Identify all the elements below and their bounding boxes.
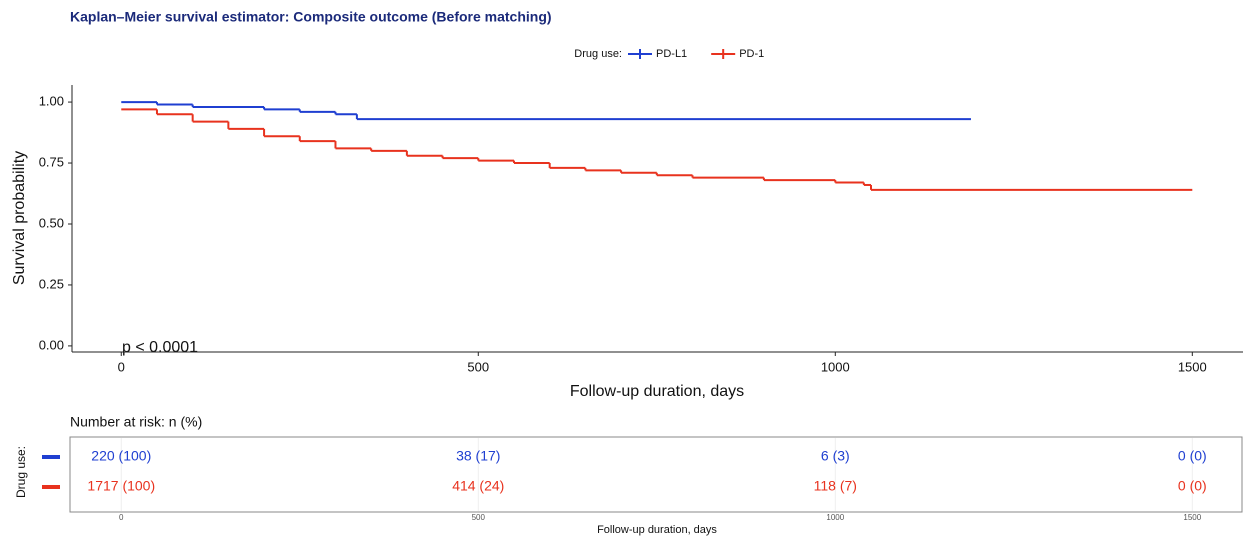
y-tick-label: 0.50 (39, 215, 64, 230)
y-axis-title: Survival probability (11, 151, 28, 285)
risk-box (69, 436, 1243, 513)
x-tick-label: 1500 (1178, 359, 1207, 374)
y-tick-label: 0.25 (39, 276, 64, 291)
risk-x-title: Follow-up duration, days (597, 524, 717, 536)
x-tick-label: 500 (467, 359, 489, 374)
risk-title: Number at risk: n (%) (70, 414, 202, 430)
risk-x-tick-label: 1000 (826, 513, 844, 522)
x-axis-title: Follow-up duration, days (570, 383, 744, 400)
x-tick-label: 1000 (821, 359, 850, 374)
risk-count: 0 (0) (1178, 448, 1207, 464)
x-tick-label: 0 (118, 359, 125, 374)
risk-count: 118 (7) (814, 478, 857, 494)
risk-count: 0 (0) (1178, 478, 1207, 494)
risk-x-tick-label: 500 (472, 513, 486, 522)
y-tick-label: 0.75 (39, 154, 64, 169)
risk-x-tick-label: 0 (119, 513, 124, 522)
legend-label: PD-L1 (656, 48, 687, 60)
risk-y-title: Drug use: (14, 446, 28, 498)
chart-title: Kaplan–Meier survival estimator: Composi… (70, 9, 552, 25)
annotation: p < 0.0001 (122, 339, 198, 356)
legend-label: PD-1 (739, 48, 764, 60)
legend-title: Drug use: (574, 48, 622, 60)
risk-count: 414 (24) (452, 478, 504, 494)
risk-count: 38 (17) (456, 448, 500, 464)
risk-x-tick-label: 1500 (1183, 513, 1201, 522)
y-tick-label: 1.00 (39, 94, 64, 109)
risk-count: 6 (3) (821, 448, 850, 464)
risk-count: 1717 (100) (87, 478, 155, 494)
risk-count: 220 (100) (91, 448, 151, 464)
y-tick-label: 0.00 (39, 337, 64, 352)
